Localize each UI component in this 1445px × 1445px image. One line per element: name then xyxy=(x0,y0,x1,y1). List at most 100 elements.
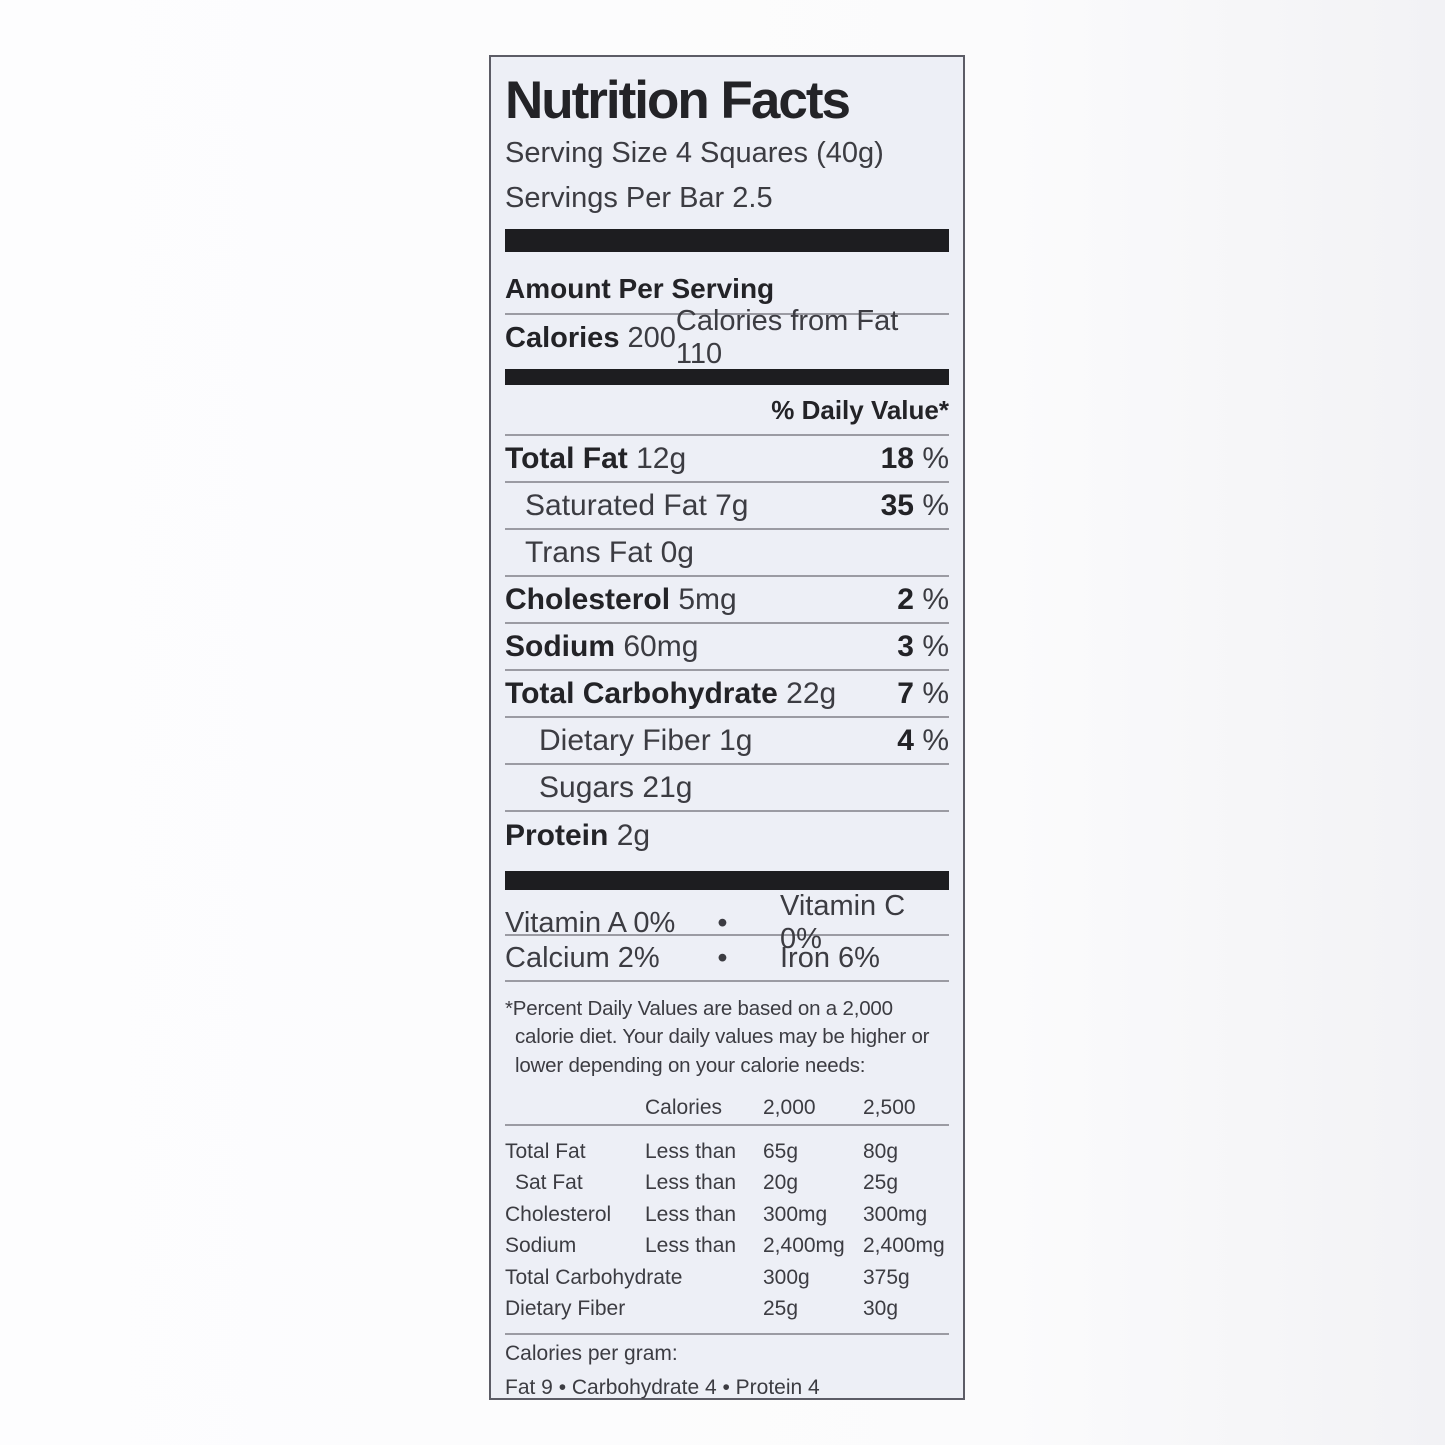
nutrient-amount: 12g xyxy=(636,441,687,475)
bullet-separator: • xyxy=(717,941,728,974)
nutrient-text: Saturated Fat 7g xyxy=(505,489,749,523)
calories-per-gram-heading: Calories per gram: xyxy=(505,1341,678,1365)
nutrient-amount: 22g xyxy=(786,676,837,710)
header-calories: Calories xyxy=(645,1095,723,1119)
dv-percent-sign: % xyxy=(922,676,949,710)
vitamin-left: Vitamin A 0% xyxy=(505,906,676,939)
nutrient-name: Trans Fat xyxy=(525,535,653,569)
dv-percent-sign: % xyxy=(922,488,949,522)
daily-value-header: % Daily Value* xyxy=(771,395,949,425)
dv-row-dietary-fiber: Dietary Fiber 25g 30g xyxy=(505,1293,949,1325)
calories-left: Calories 200 xyxy=(505,322,676,355)
nutrient-dv: 18 % xyxy=(881,442,949,476)
dv-number: 4 xyxy=(897,723,914,757)
header-2500: 2,500 xyxy=(863,1095,916,1119)
dv-row-v2500: 80g xyxy=(863,1139,899,1163)
nutrient-row-total-fat: Total Fat 12g 18 % xyxy=(505,436,949,483)
bullet-separator: • xyxy=(717,906,728,939)
nutrient-name: Cholesterol xyxy=(505,582,671,616)
dv-row-v2000: 2,400mg xyxy=(763,1234,845,1258)
dv-row-v2000: 300g xyxy=(763,1265,810,1289)
servings-per-bar-text: Servings Per Bar 2.5 xyxy=(505,182,773,214)
vitamin-row-a-c: Vitamin A 0% • Vitamin C 0% xyxy=(505,890,949,955)
dv-row-qualifier: Less than xyxy=(645,1139,737,1163)
dv-row-name: Cholesterol xyxy=(505,1202,612,1226)
dv-row-name: Sodium xyxy=(505,1234,577,1258)
dv-row-name: Total Carbohydrate xyxy=(505,1265,683,1289)
vitamin-right: Vitamin C 0% xyxy=(780,890,906,955)
nutrient-amount: 2g xyxy=(616,818,651,852)
dv-row-total-fat: Total Fat Less than 65g 80g xyxy=(505,1136,949,1168)
calories-label: Calories xyxy=(505,321,620,354)
nutrient-text: Dietary Fiber 1g xyxy=(505,724,752,758)
dv-row-name: Sat Fat xyxy=(515,1171,583,1195)
nutrient-text: Total Fat 12g xyxy=(505,442,686,476)
nutrient-row-dietary-fiber: Dietary Fiber 1g 4 % xyxy=(505,718,949,765)
dv-percent-sign: % xyxy=(922,629,949,663)
dv-row-v2500: 375g xyxy=(863,1265,910,1289)
nutrient-amount: 0g xyxy=(660,535,694,569)
dv-number: 18 xyxy=(880,441,914,475)
nutrient-amount: 1g xyxy=(719,723,753,757)
nutrient-name: Dietary Fiber xyxy=(539,723,711,757)
daily-values-table: Calories 2,000 2,500 Total Fat Less than… xyxy=(505,1092,949,1325)
dv-row-v2000: 65g xyxy=(763,1139,799,1163)
hairline xyxy=(505,1123,949,1126)
dv-row-name: Dietary Fiber xyxy=(505,1297,626,1321)
hairline xyxy=(505,434,949,436)
nutrient-row-trans-fat: Trans Fat 0g xyxy=(505,530,949,577)
dv-percent-sign: % xyxy=(922,582,949,616)
nutrient-dv: 2 % xyxy=(897,583,949,617)
nutrient-name: Total Fat xyxy=(505,441,628,475)
dv-row-v2500: 2,400mg xyxy=(863,1234,945,1258)
nutrient-dv: 7 % xyxy=(897,677,949,711)
header-2000: 2,000 xyxy=(763,1095,816,1119)
calories-row: Calories 200 Calories from Fat 110 xyxy=(505,305,949,370)
nutrient-name: Sodium xyxy=(505,629,615,663)
vitamin-row-calcium-iron: Calcium 2% • Iron 6% xyxy=(505,936,949,982)
dv-percent-sign: % xyxy=(922,723,949,757)
nutrient-row-saturated-fat: Saturated Fat 7g 35 % xyxy=(505,483,949,530)
dv-row-sat-fat: Sat Fat Less than 20g 25g xyxy=(505,1167,949,1199)
dv-number: 35 xyxy=(880,488,914,522)
hairline xyxy=(505,1332,949,1335)
nutrient-text: Trans Fat 0g xyxy=(505,536,694,570)
dv-table-body: Total Fat Less than 65g 80g Sat Fat Less… xyxy=(505,1126,949,1325)
dv-row-qualifier: Less than xyxy=(645,1202,737,1226)
label-title: Nutrition Facts xyxy=(505,71,851,130)
nutrient-row-cholesterol: Cholesterol 5mg 2 % xyxy=(505,577,949,624)
nutrient-amount: 7g xyxy=(715,488,749,522)
dv-number: 2 xyxy=(897,582,914,616)
footnote-text: *Percent Daily Values are based on a 2,0… xyxy=(505,997,930,1077)
nutrient-text: Protein 2g xyxy=(505,819,650,853)
nutrient-row-sodium: Sodium 60mg 3 % xyxy=(505,624,949,671)
calories-per-gram-values: Fat 9 • Carbohydrate 4 • Protein 4 xyxy=(505,1375,820,1399)
nutrient-name: Saturated Fat xyxy=(525,488,707,522)
calories-from-fat: Calories from Fat 110 xyxy=(675,305,899,370)
dv-row-sodium: Sodium Less than 2,400mg 2,400mg xyxy=(505,1230,949,1262)
nutrient-text: Sugars 21g xyxy=(505,771,692,805)
separator-bar-medium xyxy=(505,369,949,385)
dv-row-v2500: 300mg xyxy=(863,1202,928,1226)
dv-row-v2500: 25g xyxy=(863,1171,899,1195)
nutrient-amount: 60mg xyxy=(623,629,699,663)
nutrient-amount: 21g xyxy=(642,770,693,804)
nutrient-dv: 3 % xyxy=(897,630,949,664)
nutrient-text: Sodium 60mg xyxy=(505,630,698,664)
nutrient-dv: 35 % xyxy=(881,489,949,523)
dv-row-v2000: 300mg xyxy=(763,1202,828,1226)
dv-row-total-carbohydrate: Total Carbohydrate 300g 375g xyxy=(505,1262,949,1294)
nutrition-facts-label: Nutrition Facts Serving Size 4 Squares (… xyxy=(489,55,965,1400)
dv-number: 7 xyxy=(897,676,914,710)
dv-percent-sign: % xyxy=(922,441,949,475)
nutrient-amount: 5mg xyxy=(678,582,737,616)
nutrient-text: Cholesterol 5mg xyxy=(505,583,737,617)
nutrient-row-total-carbohydrate: Total Carbohydrate 22g 7 % xyxy=(505,671,949,718)
dv-row-v2500: 30g xyxy=(863,1297,899,1321)
nutrient-text: Total Carbohydrate 22g xyxy=(505,677,836,711)
separator-bar-thick xyxy=(505,871,949,890)
dv-row-v2000: 25g xyxy=(763,1297,799,1321)
dv-number: 3 xyxy=(897,629,914,663)
calories-value: 200 xyxy=(627,321,676,354)
nutrient-name: Total Carbohydrate xyxy=(505,676,778,710)
